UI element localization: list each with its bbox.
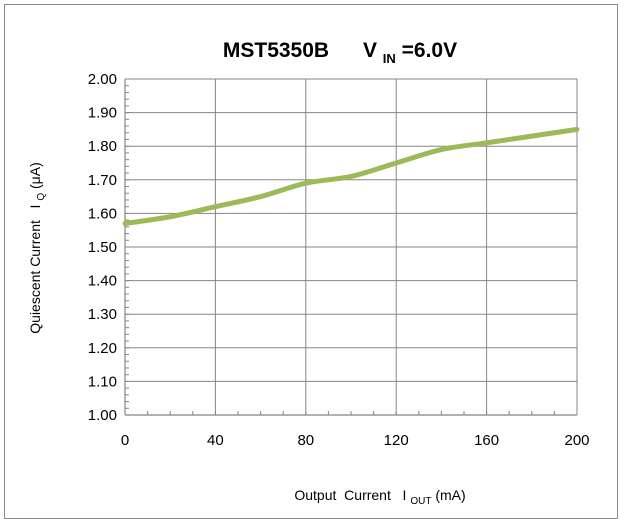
- x-tick-label: 80: [297, 432, 314, 449]
- y-axis-label-main: Quiescent Current I: [27, 205, 43, 334]
- x-tick-label: 40: [207, 432, 224, 449]
- x-tick-labels: 0 40 80 120 160 200: [121, 432, 590, 449]
- chart-title-cond: V: [363, 39, 377, 62]
- grid-lines: [124, 78, 578, 416]
- y-tick-label: 1.00: [88, 407, 117, 424]
- chart-frame: [4, 4, 618, 519]
- y-tick-label: 1.60: [88, 205, 117, 222]
- chart-svg: MST5350B V IN =6.0V 1.00 1.10 1.20 1.30 1.40…: [27, 39, 590, 507]
- x-tick-label: 160: [474, 432, 499, 449]
- series-group: [122, 126, 580, 226]
- x-tick-label: 120: [384, 432, 409, 449]
- y-tick-label: 1.50: [88, 239, 117, 256]
- x-axis-label: Output Current I OUT (mA): [294, 487, 465, 507]
- chart-title-main: MST5350B: [223, 39, 329, 62]
- chart-title-cond-subscript: IN: [383, 51, 396, 66]
- y-tick-label: 1.20: [88, 340, 117, 357]
- y-axis-label-unit: (μA): [27, 162, 43, 189]
- x-tick-label: 200: [564, 432, 589, 449]
- y-tick-label: 2.00: [88, 71, 117, 88]
- x-axis-label-subscript: OUT: [410, 496, 431, 507]
- y-tick-label: 1.90: [88, 105, 117, 122]
- y-axis-label: Quiescent Current I Q (μA): [27, 162, 47, 333]
- x-tick-label: 0: [121, 432, 129, 449]
- series-line: [122, 126, 580, 226]
- y-tick-label: 1.30: [88, 306, 117, 323]
- y-tick-label: 1.40: [88, 273, 117, 290]
- x-axis-label-unit: (mA): [435, 487, 465, 503]
- chart-title-cond-suffix: =6.0V: [402, 39, 457, 62]
- chart-title: MST5350B V IN =6.0V: [223, 39, 457, 68]
- y-axis-label-subscript: Q: [36, 193, 47, 201]
- y-tick-label: 1.10: [88, 373, 117, 390]
- y-tick-label: 1.70: [88, 172, 117, 189]
- y-tick-label: 1.80: [88, 138, 117, 155]
- x-axis-label-main: Output Current I: [294, 487, 406, 503]
- y-tick-labels: 1.00 1.10 1.20 1.30 1.40 1.50 1.60 1.70 1.80 1.90…: [88, 71, 117, 424]
- minor-ticks: [124, 78, 578, 416]
